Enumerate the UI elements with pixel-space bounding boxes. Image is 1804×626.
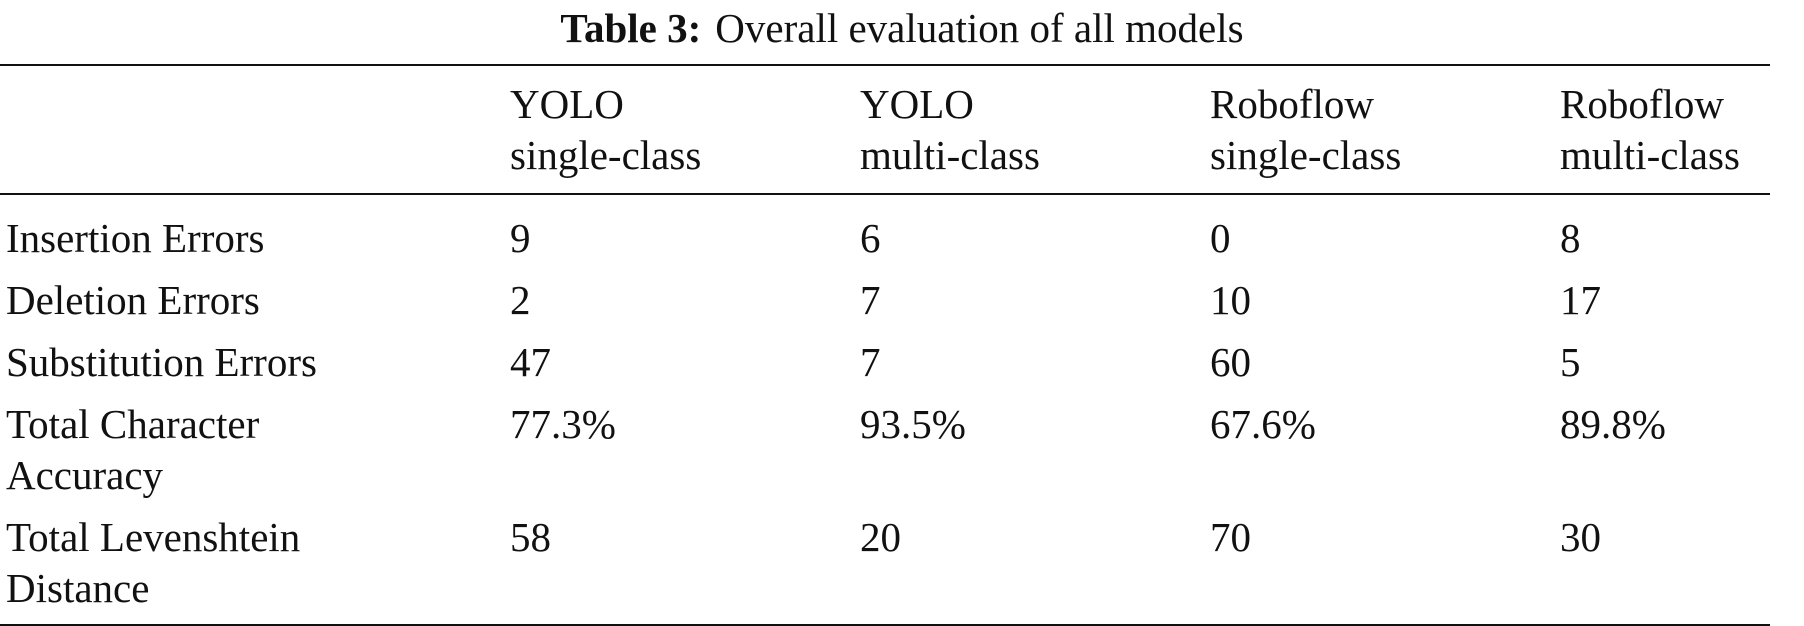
table-row-total-levenshtein-distance: Total Levenshtein Distance 58 20 70 30 xyxy=(0,512,1770,624)
table-row-deletion-errors: Deletion Errors 2 7 10 17 xyxy=(0,275,1770,337)
evaluation-table: YOLO single-class YOLO multi-class Robof… xyxy=(0,66,1770,193)
table-cell: 10 xyxy=(1210,277,1251,323)
table-cell: 8 xyxy=(1560,215,1581,261)
table-cell: 67.6% xyxy=(1210,401,1316,447)
table-row-total-character-accuracy: Total Character Accuracy 77.3% 93.5% 67.… xyxy=(0,399,1770,512)
table-cell: 7 xyxy=(860,277,881,323)
table-cell: 9 xyxy=(510,215,531,261)
table-row-insertion-errors: Insertion Errors 9 6 0 8 xyxy=(0,195,1770,275)
table-cell: 89.8% xyxy=(1560,401,1666,447)
table-cell: 20 xyxy=(860,514,901,560)
evaluation-table-container: YOLO single-class YOLO multi-class Robof… xyxy=(0,64,1770,626)
table-header: YOLO single-class YOLO multi-class Robof… xyxy=(0,66,1770,193)
row-label: Substitution Errors xyxy=(6,339,317,385)
row-label: Insertion Errors xyxy=(6,215,265,261)
caption-text: Overall evaluation of all models xyxy=(715,5,1244,51)
table-cell: 30 xyxy=(1560,514,1601,560)
table-cell: 47 xyxy=(510,339,551,385)
table-cell: 58 xyxy=(510,514,551,560)
table-row-substitution-errors: Substitution Errors 47 7 60 5 xyxy=(0,337,1770,399)
table-cell: 70 xyxy=(1210,514,1251,560)
column-header-roboflow-single: Roboflow single-class xyxy=(1210,81,1402,178)
table-cell: 2 xyxy=(510,277,531,323)
header-rule xyxy=(0,193,1770,195)
table-cell: 5 xyxy=(1560,339,1581,385)
row-label: Total Character Accuracy xyxy=(6,401,260,498)
header-empty-cell xyxy=(0,66,510,193)
table-cell: 6 xyxy=(860,215,881,261)
table-cell: 17 xyxy=(1560,277,1601,323)
table-caption: Table 3: Overall evaluation of all models xyxy=(0,4,1804,52)
caption-label: Table 3: xyxy=(560,5,702,51)
row-label: Deletion Errors xyxy=(6,277,260,323)
header-row: YOLO single-class YOLO multi-class Robof… xyxy=(0,66,1770,193)
top-rule xyxy=(0,64,1770,66)
row-label: Total Levenshtein Distance xyxy=(6,514,301,611)
table-cell: 77.3% xyxy=(510,401,616,447)
column-header-roboflow-multi: Roboflow multi-class xyxy=(1560,81,1740,178)
evaluation-table-body: Insertion Errors 9 6 0 8 Deletion Errors… xyxy=(0,195,1770,624)
table-cell: 7 xyxy=(860,339,881,385)
column-header-yolo-multi: YOLO multi-class xyxy=(860,81,1040,178)
table-cell: 93.5% xyxy=(860,401,966,447)
column-header-yolo-single: YOLO single-class xyxy=(510,81,702,178)
table-cell: 60 xyxy=(1210,339,1251,385)
table-cell: 0 xyxy=(1210,215,1231,261)
